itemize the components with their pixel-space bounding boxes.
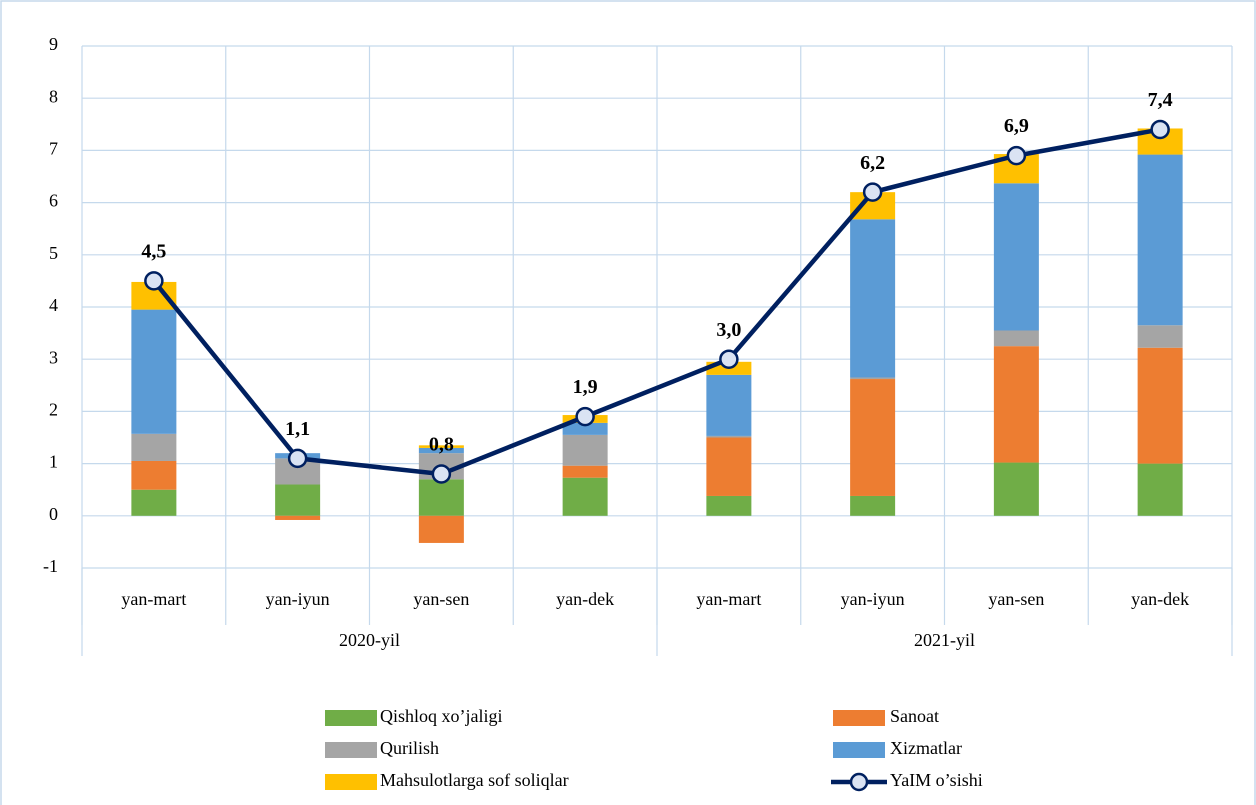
- y-tick-label: 7: [49, 139, 58, 159]
- bar-segment: [131, 309, 177, 434]
- y-tick-label: 3: [49, 347, 58, 367]
- x-tick-label: yan-mart: [121, 589, 186, 609]
- line-series: [152, 127, 1161, 477]
- legend-swatch: [325, 710, 377, 726]
- x-tick-label: yan-sen: [988, 589, 1044, 609]
- bar-segment: [131, 460, 177, 490]
- bar-segment: [993, 462, 1039, 516]
- bar-segment: [993, 183, 1039, 331]
- bar-segment: [850, 379, 896, 496]
- data-label: 6,2: [860, 152, 885, 174]
- bar-segment: [418, 515, 464, 543]
- bar-segment: [418, 447, 464, 454]
- bar-segment: [1137, 325, 1183, 348]
- y-tick-label: -1: [43, 556, 58, 576]
- legend-swatch: [325, 742, 377, 758]
- bar-segment: [850, 495, 896, 516]
- y-tick-label: 2: [49, 400, 58, 420]
- group-label: 2021-yil: [914, 630, 975, 650]
- y-tick-label: 5: [49, 243, 58, 263]
- y-tick-label: 0: [49, 504, 58, 524]
- y-tick-label: 6: [49, 191, 58, 211]
- data-label: 4,5: [141, 240, 166, 262]
- bar-segment: [1137, 463, 1183, 516]
- x-tick-label: yan-sen: [413, 589, 469, 609]
- y-tick-label: 1: [49, 452, 58, 472]
- bar-segment: [1137, 154, 1183, 326]
- y-tick-label: 8: [49, 86, 58, 106]
- x-tick-label: yan-iyun: [266, 589, 330, 609]
- group-label: 2020-yil: [339, 630, 400, 650]
- data-label: 3,0: [716, 319, 741, 341]
- y-tick-label: 4: [49, 295, 58, 315]
- line-marker: [862, 182, 883, 202]
- bar-segment: [850, 219, 896, 378]
- bar-segment: [993, 346, 1039, 463]
- legend-label: Mahsulotlarga sof soliqlar: [380, 770, 569, 790]
- data-label: 0,8: [429, 434, 454, 456]
- line-marker: [1150, 119, 1170, 140]
- bar-segment: [562, 422, 608, 435]
- legend-label: Qurilish: [380, 738, 439, 758]
- x-tick-label: yan-iyun: [841, 589, 905, 609]
- bar-segment: [418, 479, 464, 516]
- legend-swatch: [325, 774, 377, 790]
- bar-segment: [1137, 347, 1183, 464]
- bar-segment: [706, 495, 752, 516]
- x-tick-label: yan-dek: [1131, 589, 1189, 609]
- line-marker: [719, 349, 739, 369]
- bar-segment: [706, 437, 752, 496]
- legend-label: Xizmatlar: [890, 738, 962, 758]
- bar-segment: [418, 445, 464, 448]
- bar-segment: [706, 374, 752, 436]
- line-marker: [1006, 145, 1027, 166]
- legend-swatch: [833, 710, 885, 726]
- bar-segment: [275, 484, 321, 516]
- legend-marker: [849, 772, 869, 792]
- data-label: 7,4: [1148, 89, 1173, 111]
- legend-swatch: [833, 742, 885, 758]
- line-marker: [144, 271, 164, 291]
- bar-segment: [562, 465, 608, 478]
- data-label: 1,9: [573, 376, 598, 398]
- bar-segment: [131, 489, 177, 516]
- bar-segment: [131, 433, 177, 461]
- x-tick-label: yan-mart: [696, 589, 761, 609]
- bar-segment: [562, 477, 608, 516]
- line-marker: [287, 448, 308, 469]
- bar-segment: [562, 434, 608, 466]
- data-label: 1,1: [285, 418, 310, 440]
- y-tick-label: 9: [49, 34, 58, 54]
- bar-segment: [275, 515, 321, 520]
- line-marker: [575, 406, 595, 427]
- x-tick-label: yan-dek: [556, 589, 614, 609]
- legend-label: Sanoat: [890, 706, 939, 726]
- bar-segment: [993, 330, 1039, 347]
- legend-label: Qishloq xo’jaligi: [380, 706, 503, 726]
- bar-segment: [706, 435, 752, 438]
- bar-segment: [850, 377, 896, 380]
- legend-label: YaIM o’sishi: [890, 770, 983, 790]
- line-marker: [431, 464, 452, 484]
- data-label: 6,9: [1004, 115, 1029, 137]
